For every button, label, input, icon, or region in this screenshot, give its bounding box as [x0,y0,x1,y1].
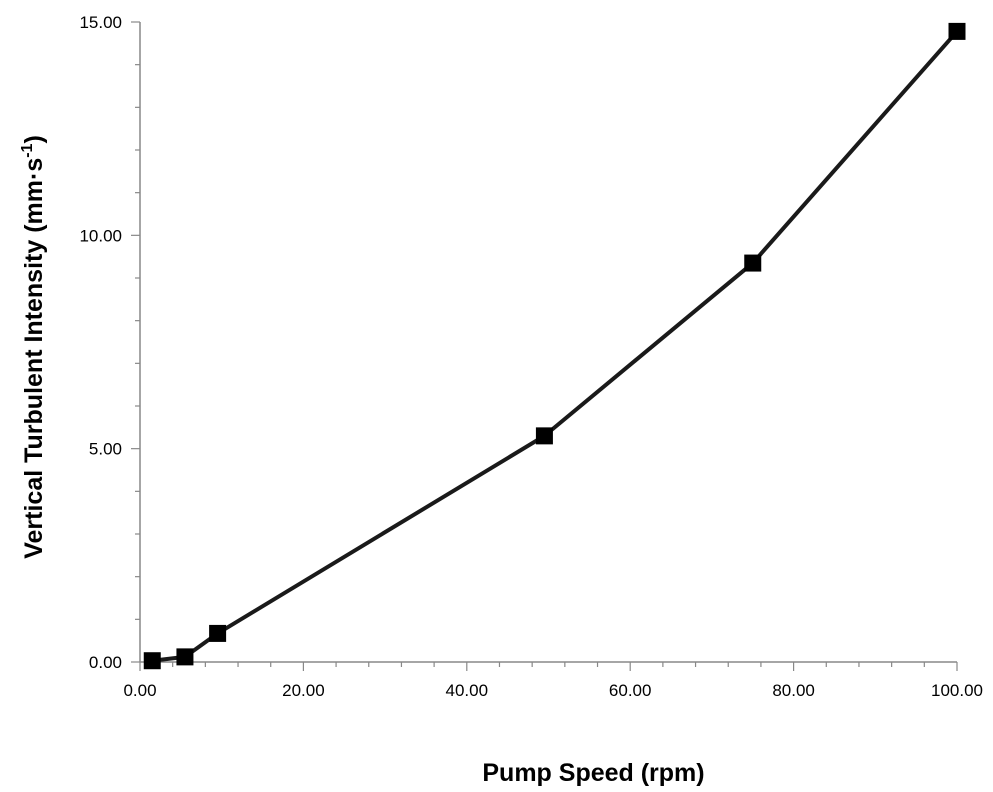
data-point-marker [176,648,194,666]
y-axis-title-superscript: -1 [19,143,36,157]
x-axis-title: Pump Speed (rpm) [482,759,704,787]
y-tick-label: 15.00 [79,13,122,32]
data-point-marker [143,652,161,670]
tick-marks [131,21,958,671]
y-tick-label: 10.00 [79,226,122,245]
x-tick-label: 0.00 [123,681,156,700]
y-axis-title: Vertical Turbulent Intensity (mm·s-1) [19,135,48,559]
axes [139,22,957,663]
data-series [143,22,966,670]
tick-labels: 0.00 20.00 40.00 60.00 80.00 100.00 0.00 5.00 10… [79,13,983,700]
x-tick-label: 20.00 [282,681,325,700]
x-tick-label: 60.00 [609,681,652,700]
y-axis-title-main: Vertical Turbulent Intensity (mm·s [20,158,48,559]
x-tick-label: 40.00 [446,681,489,700]
data-point-marker [948,22,966,40]
x-tick-label: 100.00 [931,681,983,700]
y-tick-label: 5.00 [89,440,122,459]
y-tick-label: 0.00 [89,653,122,672]
data-point-marker [209,624,227,642]
data-point-marker [744,254,762,272]
series-line [152,30,959,663]
x-tick-label: 80.00 [772,681,815,700]
data-point-marker [535,427,553,445]
y-axis-title-close: ) [20,135,48,143]
